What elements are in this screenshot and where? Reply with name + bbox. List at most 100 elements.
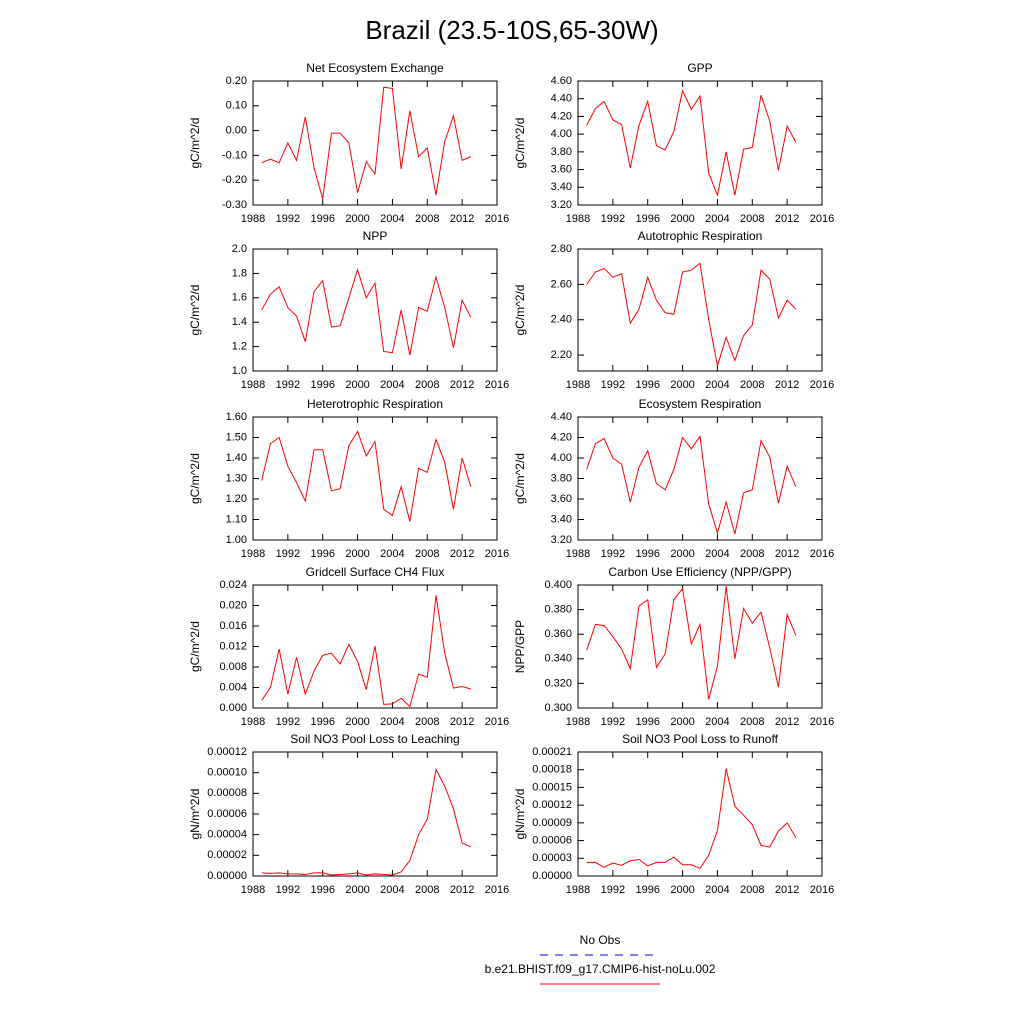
x-tick-label: 2016 [810, 379, 834, 391]
x-tick-label: 2004 [380, 213, 404, 225]
x-tick-label: 1992 [601, 213, 625, 225]
y-tick-label: 0.400 [544, 579, 572, 591]
x-tick-label: 1992 [276, 716, 300, 728]
legend-label: No Obs [580, 933, 621, 947]
y-axis-label: gC/m^2/d [188, 285, 202, 336]
x-tick-label: 2016 [810, 884, 834, 896]
x-tick-label: 1996 [635, 716, 659, 728]
y-tick-label: 0.012 [219, 640, 247, 652]
x-tick-label: 1988 [566, 213, 590, 225]
x-tick-label: 2012 [450, 213, 474, 225]
y-tick-label: 0.024 [219, 579, 247, 591]
x-tick-label: 1992 [601, 548, 625, 560]
x-tick-label: 2000 [670, 884, 694, 896]
x-tick-label: 1988 [241, 884, 265, 896]
y-tick-label: -0.20 [222, 174, 247, 186]
data-line [261, 86, 472, 199]
x-tick-label: 2012 [775, 884, 799, 896]
y-tick-label: 4.00 [551, 452, 572, 464]
x-tick-label: 2000 [345, 548, 369, 560]
plot-frame [252, 416, 498, 541]
y-tick-label: 1.0 [232, 365, 247, 377]
x-tick-label: 1988 [241, 716, 265, 728]
y-tick-label: 0.00000 [207, 870, 247, 882]
x-tick-label: 1988 [241, 213, 265, 225]
x-tick-label: 2008 [740, 884, 764, 896]
y-tick-label: 0.00004 [207, 829, 247, 841]
data-line [586, 262, 797, 366]
x-tick-label: 2008 [415, 379, 439, 391]
panel-title: Soil NO3 Pool Loss to Runoff [622, 732, 779, 746]
x-tick-label: 1992 [276, 884, 300, 896]
y-tick-label: 0.10 [226, 100, 247, 112]
y-tick-label: 2.0 [232, 243, 247, 255]
x-tick-label: 1992 [601, 884, 625, 896]
x-tick-label: 2016 [810, 213, 834, 225]
y-tick-label: 2.20 [551, 349, 572, 361]
x-tick-label: 1996 [310, 379, 334, 391]
x-tick-label: 2000 [670, 379, 694, 391]
y-tick-label: 1.10 [226, 513, 247, 525]
x-tick-label: 1988 [241, 379, 265, 391]
x-tick-label: 2016 [810, 548, 834, 560]
x-tick-label: 2004 [380, 379, 404, 391]
y-tick-label: 0.00006 [532, 834, 572, 846]
y-axis-label: gN/m^2/d [188, 789, 202, 840]
plot-frame [577, 416, 823, 541]
x-tick-label: 2008 [740, 716, 764, 728]
y-tick-label: 0.380 [544, 604, 572, 616]
x-tick-label: 2000 [670, 716, 694, 728]
y-axis-label: gC/m^2/d [513, 118, 527, 169]
y-tick-label: 0.00002 [207, 849, 247, 861]
data-line [261, 268, 472, 356]
x-tick-label: 2004 [705, 716, 729, 728]
y-tick-label: 3.80 [551, 472, 572, 484]
y-tick-label: 1.8 [232, 267, 247, 279]
y-tick-label: 3.60 [551, 163, 572, 175]
x-tick-label: 2012 [775, 716, 799, 728]
x-tick-label: 1988 [241, 548, 265, 560]
y-tick-label: 4.20 [551, 110, 572, 122]
panel-title: Autotrophic Respiration [638, 229, 763, 243]
x-tick-label: 2008 [740, 379, 764, 391]
y-axis-label: gC/m^2/d [188, 453, 202, 504]
panel-title: Gridcell Surface CH4 Flux [306, 565, 445, 579]
legend-label: b.e21.BHIST.f09_g17.CMIP6-hist-noLu.002 [485, 962, 716, 976]
y-tick-label: 0.340 [544, 653, 572, 665]
y-tick-label: 1.6 [232, 292, 247, 304]
x-tick-label: 2000 [345, 884, 369, 896]
plot-frame [577, 248, 823, 372]
x-tick-label: 2000 [670, 548, 694, 560]
x-tick-label: 1996 [635, 379, 659, 391]
y-tick-label: 4.20 [551, 431, 572, 443]
x-tick-label: 1992 [276, 379, 300, 391]
x-tick-label: 2016 [485, 716, 509, 728]
plot-frame [577, 751, 823, 877]
x-tick-label: 2004 [705, 213, 729, 225]
panel-title: Net Ecosystem Exchange [306, 61, 444, 75]
panel-title: Ecosystem Respiration [639, 397, 762, 411]
data-line [586, 586, 797, 700]
y-axis-label: NPP/GPP [513, 620, 527, 673]
x-tick-label: 2016 [485, 379, 509, 391]
y-tick-label: 1.20 [226, 493, 247, 505]
plot-frame [577, 584, 823, 709]
x-tick-label: 2004 [380, 716, 404, 728]
y-axis-label: gC/m^2/d [513, 453, 527, 504]
x-tick-label: 2012 [450, 884, 474, 896]
x-tick-label: 2012 [450, 716, 474, 728]
x-tick-label: 1988 [566, 379, 590, 391]
x-tick-label: 1996 [310, 716, 334, 728]
x-tick-label: 2004 [380, 884, 404, 896]
x-tick-label: 2016 [485, 884, 509, 896]
x-tick-label: 2004 [705, 548, 729, 560]
y-tick-label: 1.50 [226, 431, 247, 443]
y-tick-label: 1.4 [232, 316, 247, 328]
y-tick-label: 0.00 [226, 125, 247, 137]
y-tick-label: 0.00012 [207, 746, 247, 758]
y-tick-label: 0.320 [544, 677, 572, 689]
y-tick-label: 2.80 [551, 243, 572, 255]
data-line [261, 595, 472, 708]
y-tick-label: 0.00012 [532, 799, 572, 811]
y-tick-label: 1.60 [226, 411, 247, 423]
